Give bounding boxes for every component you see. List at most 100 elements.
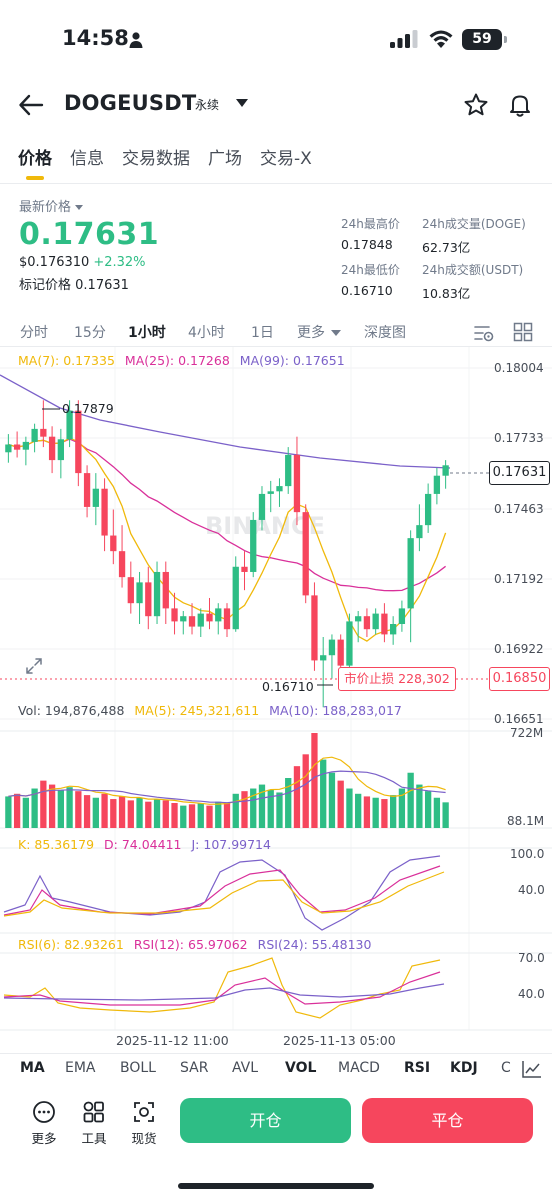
interval-more[interactable]: 更多: [297, 322, 341, 342]
tab-trade-x[interactable]: 交易-X: [260, 149, 312, 169]
volume-bar: [276, 792, 283, 828]
candle-body: [398, 608, 406, 624]
latest-price-selector[interactable]: 最新价格: [19, 196, 319, 215]
volume-bar: [328, 772, 336, 828]
close-position-button[interactable]: 平仓: [362, 1098, 533, 1143]
home-indicator: [178, 1183, 374, 1189]
indicator-macd[interactable]: MACD: [338, 1060, 380, 1076]
tab-info[interactable]: 信息: [70, 149, 104, 169]
time-axis-label: 2025-11-13 05:00: [283, 1033, 396, 1048]
volume-bar: [241, 791, 248, 828]
volume-bar: [390, 795, 397, 828]
symbol-title[interactable]: DOGEUSDT: [64, 91, 197, 115]
candle-body: [136, 582, 143, 604]
candle-body: [276, 486, 283, 492]
volume-bar: [83, 795, 91, 828]
volume-bar: [57, 789, 64, 828]
candle-body: [424, 493, 432, 526]
line-chart-icon[interactable]: [522, 1060, 542, 1078]
rsi-axis-label: 40.0: [518, 987, 545, 1001]
candle-body: [31, 428, 38, 442]
candle-body: [250, 519, 257, 572]
rsi24: RSI(24): 55.48130: [257, 937, 372, 952]
tab-square[interactable]: 广场: [208, 149, 242, 169]
layout-grid-icon[interactable]: [513, 322, 533, 342]
volume-bar: [285, 778, 292, 828]
ma7-legend: MA(7): 0.17335: [18, 353, 115, 368]
indicator-ema[interactable]: EMA: [65, 1060, 96, 1076]
interval-15m[interactable]: 15分: [74, 325, 106, 341]
volume-bar: [311, 733, 318, 828]
candle-body: [241, 566, 248, 572]
indicator-c[interactable]: C: [501, 1060, 511, 1076]
candle-body: [267, 491, 274, 494]
candle-body: [355, 616, 362, 622]
volume-bar: [145, 801, 152, 828]
back-arrow-icon[interactable]: [18, 92, 44, 118]
caret-down-icon: [331, 330, 341, 336]
high-value: 0.17848: [341, 237, 393, 252]
volume-bar: [180, 805, 187, 828]
stop-loss-order-tag[interactable]: 市价止损 228,302: [338, 667, 456, 691]
time-axis-label: 2025-11-12 11:00: [116, 1033, 229, 1048]
indicator-avl[interactable]: AVL: [232, 1060, 259, 1076]
candle-body: [346, 621, 353, 666]
kdj-k: K: 85.36179: [18, 837, 95, 852]
tools-button[interactable]: 工具: [74, 1100, 114, 1147]
kdj-axis-label: 100.0: [510, 847, 545, 861]
candle-body: [48, 436, 56, 461]
rsi6-line: [3, 957, 441, 1019]
volume-bar: [197, 803, 204, 828]
ma99-legend: MA(99): 0.17651: [239, 353, 345, 368]
tab-trading-data[interactable]: 交易数据: [122, 149, 190, 169]
price-axis-label: 0.16922: [494, 642, 544, 656]
chart-settings-icon[interactable]: [473, 323, 495, 343]
indicator-sar[interactable]: SAR: [180, 1060, 209, 1076]
volume-bar: [416, 784, 423, 828]
change-percent: +2.32%: [93, 255, 146, 270]
interval-time-sharing[interactable]: 分时: [20, 325, 48, 341]
battery-indicator: 59: [462, 29, 507, 50]
interval-1h[interactable]: 1小时: [128, 325, 166, 341]
more-button[interactable]: 更多: [24, 1100, 64, 1147]
interval-4h[interactable]: 4小时: [188, 325, 225, 341]
ma25-legend: MA(25): 0.17268: [124, 353, 230, 368]
kdj-j-line: [3, 855, 441, 931]
spot-button[interactable]: 现货: [124, 1100, 164, 1147]
caret-down-icon[interactable]: [236, 99, 248, 109]
interval-1d[interactable]: 1日: [251, 325, 274, 341]
turnover-value: 10.83亿: [422, 286, 471, 301]
kdj-axis-label: 40.0: [518, 883, 545, 897]
stat-high: 24h最高价 0.17848: [341, 215, 461, 252]
volume-bar: [433, 797, 441, 828]
depth-chart-tab[interactable]: 深度图: [364, 325, 406, 341]
tab-price[interactable]: 价格: [18, 144, 52, 180]
more-label: 更多: [31, 1131, 57, 1146]
indicator-kdj[interactable]: KDJ: [450, 1060, 478, 1076]
volume-bar: [118, 796, 126, 828]
action-bar: 更多 工具 现货 开仓 平仓: [0, 1090, 552, 1160]
volume-value: 62.73亿: [422, 240, 471, 255]
price-summary: 最新价格 0.17631 $0.176310 +2.32% 标记价格 0.1763…: [19, 196, 319, 293]
vol-axis-label: 722M: [510, 726, 544, 740]
candle-body: [180, 616, 187, 622]
candle-body: [206, 613, 213, 622]
rsi12-line: [3, 971, 441, 1006]
volume-bar: [232, 793, 239, 828]
expand-icon[interactable]: [24, 656, 44, 676]
volume-bar: [22, 797, 30, 828]
volume-bar: [162, 800, 169, 828]
favorite-star-icon[interactable]: [463, 92, 489, 118]
latest-price-label: 最新价格: [19, 200, 72, 215]
indicator-ma[interactable]: MA: [20, 1060, 45, 1076]
indicator-rsi[interactable]: RSI: [404, 1060, 431, 1076]
open-position-button[interactable]: 开仓: [180, 1098, 351, 1143]
kdj-d: D: 74.04411: [104, 837, 182, 852]
stat-low: 24h最低价 0.16710: [341, 261, 461, 298]
mark-price: 0.17631: [75, 278, 129, 293]
interval-bar: 分时 15分 1小时 4小时 1日 更多 深度图: [0, 318, 552, 346]
indicator-vol[interactable]: VOL: [285, 1060, 317, 1076]
indicator-boll[interactable]: BOLL: [120, 1060, 156, 1076]
bell-icon[interactable]: [507, 92, 533, 118]
